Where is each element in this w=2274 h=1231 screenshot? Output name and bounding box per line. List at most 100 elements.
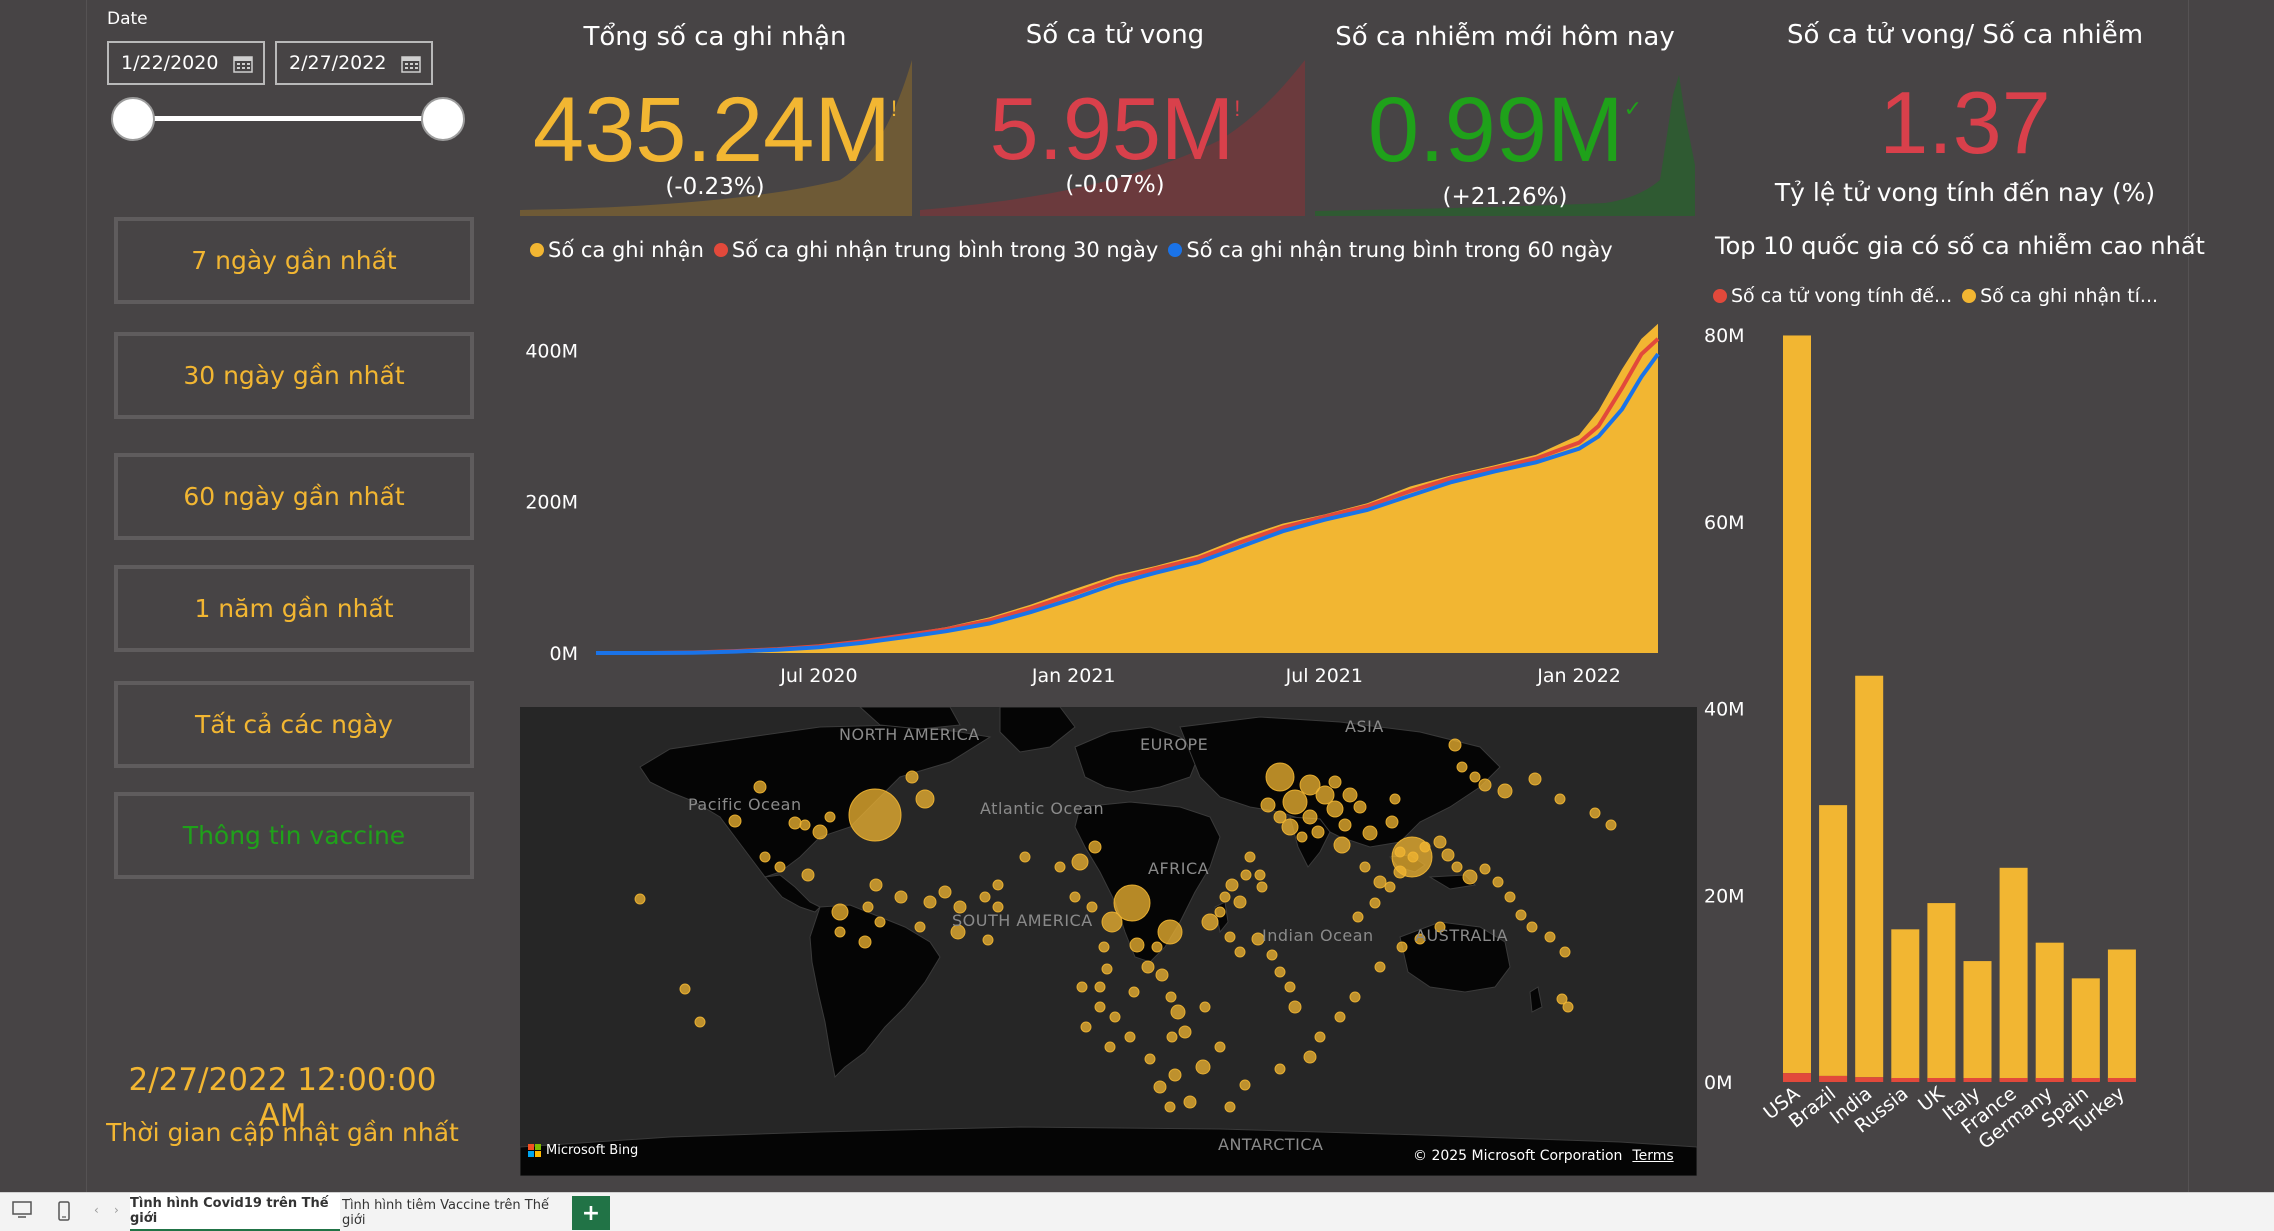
map-case-bubble[interactable] (848, 788, 902, 842)
map-case-bubble[interactable] (1559, 946, 1571, 958)
map-case-bubble[interactable] (862, 901, 874, 913)
map-case-bubble[interactable] (1166, 1031, 1178, 1043)
map-case-bubble[interactable] (1414, 933, 1426, 945)
map-case-bubble[interactable] (1299, 774, 1321, 796)
map-case-bubble[interactable] (1605, 819, 1617, 831)
map-case-bubble[interactable] (1448, 738, 1462, 752)
map-case-bubble[interactable] (1469, 771, 1481, 783)
map-case-bubble[interactable] (834, 926, 846, 938)
calendar-icon[interactable] (233, 54, 253, 73)
map-case-bubble[interactable] (950, 924, 966, 940)
map-case-bubble[interactable] (1224, 1101, 1236, 1113)
map-case-bubble[interactable] (1451, 861, 1463, 873)
map-case-bubble[interactable] (1144, 1053, 1156, 1065)
map-case-bubble[interactable] (1086, 901, 1098, 913)
bar-deaths-italy[interactable] (1963, 1078, 1992, 1082)
map-case-bubble[interactable] (634, 893, 646, 905)
desktop-layout-icon[interactable] (12, 1201, 32, 1219)
map-case-bubble[interactable] (1164, 1101, 1176, 1113)
tab-scroll-right-icon[interactable]: › (114, 1203, 119, 1217)
map-case-bubble[interactable] (1094, 1001, 1106, 1013)
map-case-bubble[interactable] (1101, 911, 1123, 933)
bar-cases-france[interactable] (1999, 867, 2028, 1081)
map-case-bubble[interactable] (1374, 961, 1386, 973)
map-case-bubble[interactable] (1201, 913, 1219, 931)
map-case-bubble[interactable] (1396, 941, 1408, 953)
map-case-bubble[interactable] (1492, 876, 1504, 888)
btn-last-30-days[interactable]: 30 ngày gần nhất (114, 332, 474, 419)
map-case-bubble[interactable] (1239, 1079, 1251, 1091)
bar-deaths-india[interactable] (1855, 1077, 1884, 1082)
map-case-bubble[interactable] (1328, 775, 1342, 789)
bar-cases-russia[interactable] (1891, 929, 1920, 1079)
map-case-bubble[interactable] (1273, 810, 1287, 824)
map-case-bubble[interactable] (1094, 981, 1106, 993)
map-case-bubble[interactable] (858, 935, 872, 949)
map-case-bubble[interactable] (1311, 825, 1325, 839)
map-case-bubble[interactable] (759, 851, 771, 863)
btn-all-days[interactable]: Tất cả các ngày (114, 681, 474, 768)
map-case-bubble[interactable] (1384, 881, 1396, 893)
map-case-bubble[interactable] (1589, 807, 1601, 819)
map-case-bubble[interactable] (953, 900, 967, 914)
map-case-bubble[interactable] (1504, 891, 1516, 903)
map-case-bubble[interactable] (1528, 772, 1542, 786)
map-case-bubble[interactable] (1071, 853, 1089, 871)
mobile-layout-icon[interactable] (58, 1201, 70, 1221)
map-case-bubble[interactable] (1554, 793, 1566, 805)
map-case-bubble[interactable] (1349, 991, 1361, 1003)
map-case-bubble[interactable] (1369, 897, 1381, 909)
map-case-bubble[interactable] (1389, 793, 1401, 805)
map-case-bubble[interactable] (1170, 1004, 1186, 1020)
map-case-bubble[interactable] (1302, 809, 1318, 825)
map-case-bubble[interactable] (1234, 946, 1246, 958)
map-case-bubble[interactable] (1282, 789, 1308, 815)
map-case-bubble[interactable] (1260, 797, 1276, 813)
map-case-bubble[interactable] (799, 819, 811, 831)
map-case-bubble[interactable] (801, 868, 815, 882)
map-case-bubble[interactable] (1281, 818, 1299, 836)
map-case-bubble[interactable] (1183, 1095, 1197, 1109)
end-date-input[interactable]: 2/27/2022 (275, 41, 433, 85)
map-case-bubble[interactable] (992, 879, 1004, 891)
map-case-bubble[interactable] (1342, 787, 1358, 803)
map-case-bubble[interactable] (1544, 931, 1556, 943)
map-case-bubble[interactable] (1195, 1059, 1211, 1075)
map-case-bubble[interactable] (1124, 1031, 1136, 1043)
map-case-bubble[interactable] (1129, 937, 1145, 953)
map-case-bubble[interactable] (788, 816, 802, 830)
map-case-bubble[interactable] (1479, 863, 1491, 875)
map-case-bubble[interactable] (1165, 991, 1177, 1003)
map-case-bubble[interactable] (1515, 909, 1527, 921)
bar-cases-spain[interactable] (2071, 978, 2100, 1082)
bar-cases-usa[interactable] (1783, 335, 1811, 1074)
bar-deaths-uk[interactable] (1927, 1078, 1956, 1082)
map-case-bubble[interactable] (1128, 986, 1140, 998)
world-map[interactable]: NORTH AMERICA Pacific Ocean Atlantic Oce… (520, 707, 1697, 1176)
map-case-bubble[interactable] (1224, 931, 1236, 943)
bar-deaths-russia[interactable] (1891, 1078, 1920, 1082)
tab-vaccine-world[interactable]: Tình hình tiêm Vaccine trên Thế giới (342, 1197, 549, 1228)
map-case-bubble[interactable] (915, 789, 935, 809)
map-case-bubble[interactable] (1199, 1001, 1211, 1013)
map-case-bubble[interactable] (1556, 993, 1568, 1005)
bar-cases-germany[interactable] (2035, 942, 2064, 1081)
map-case-bubble[interactable] (1334, 1011, 1346, 1023)
map-case-bubble[interactable] (1315, 785, 1335, 805)
map-case-bubble[interactable] (1233, 895, 1247, 909)
bar-deaths-brazil[interactable] (1819, 1075, 1848, 1082)
map-case-bubble[interactable] (1296, 831, 1308, 843)
map-case-bubble[interactable] (1219, 891, 1231, 903)
map-case-bubble[interactable] (1225, 878, 1239, 892)
map-case-bubble[interactable] (1240, 869, 1252, 881)
slider-handle-end[interactable] (421, 97, 465, 141)
bar-deaths-spain[interactable] (2071, 1078, 2100, 1082)
map-case-bubble[interactable] (1314, 1031, 1326, 1043)
map-case-bubble[interactable] (1101, 963, 1113, 975)
map-case-bubble[interactable] (905, 770, 919, 784)
map-case-bubble[interactable] (1155, 968, 1169, 982)
tab-scroll-left-icon[interactable]: ‹ (94, 1203, 99, 1217)
map-case-bubble[interactable] (1214, 906, 1226, 918)
bar-deaths-france[interactable] (1999, 1078, 2028, 1082)
map-case-bubble[interactable] (1088, 840, 1102, 854)
